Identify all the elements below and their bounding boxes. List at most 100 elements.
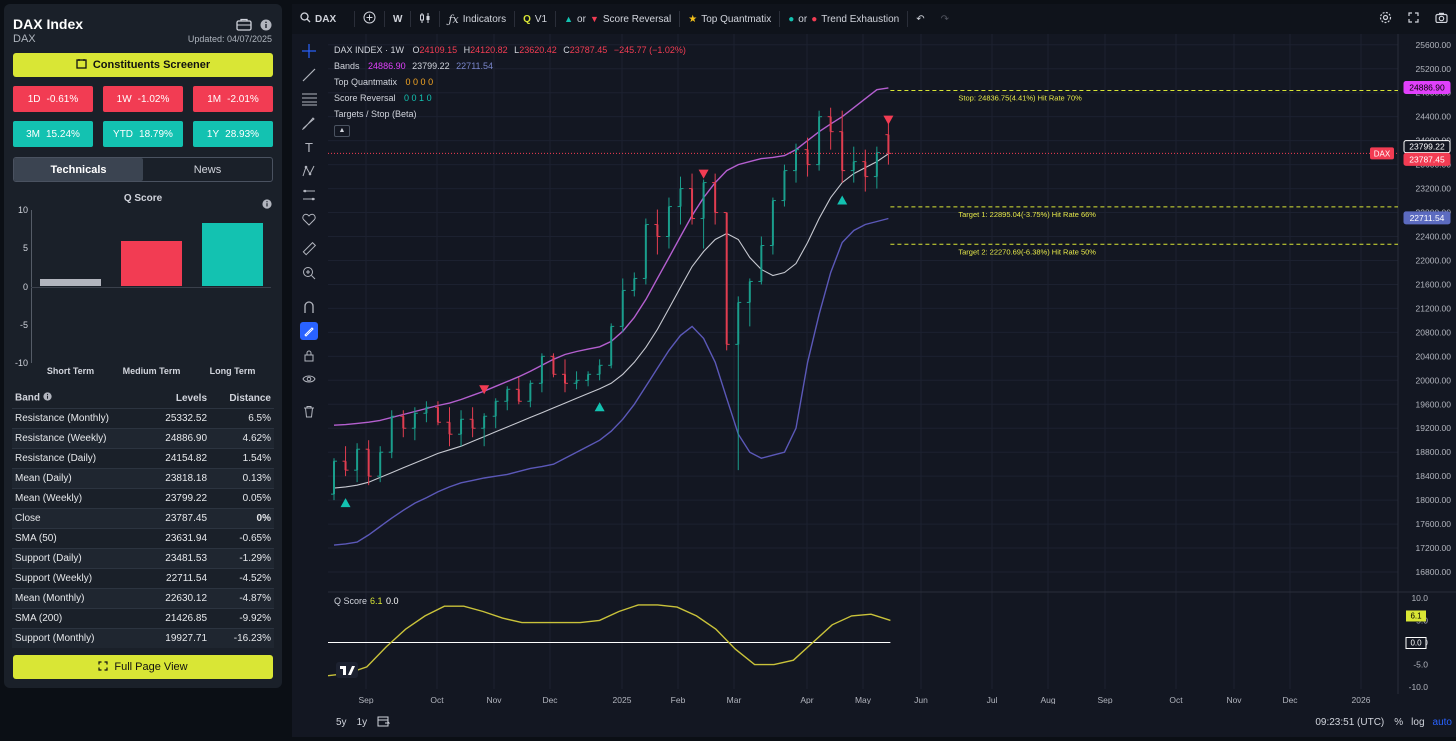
compare-button[interactable] <box>355 11 384 27</box>
crosshair-icon[interactable] <box>300 42 318 60</box>
top-quantmatix-button[interactable]: ★ Top Quantmatix <box>680 14 779 25</box>
band-level: 24154.82 <box>146 447 211 468</box>
fx-icon: ƒx <box>448 12 459 26</box>
tab-technicals[interactable]: Technicals <box>14 158 143 181</box>
lock-drawing-icon[interactable] <box>300 322 318 340</box>
toolbar-divider <box>384 11 385 27</box>
band-level: 22630.12 <box>146 587 211 608</box>
qscore-pane-value: 6.1 <box>370 596 383 606</box>
indicators-button[interactable]: ƒx Indicators <box>440 13 514 26</box>
q-logo-icon: Q <box>523 13 531 25</box>
band-row: Mean (Weekly) 23799.22 0.05% <box>12 487 274 508</box>
percent-toggle[interactable]: % <box>1394 716 1404 728</box>
band-name: Close <box>12 507 147 528</box>
price-axis-label: 20800.00 <box>1416 327 1452 337</box>
collapse-legend-button[interactable]: ▲ <box>334 125 350 137</box>
chart-container: DAX W ƒx Indicators Q V1 ▲ or ▼ Score Reve… <box>292 4 1456 737</box>
qscore-bar-long-term <box>202 223 263 287</box>
band-lower-value: 22711.54 <box>456 61 494 71</box>
chart-legend: DAX INDEX · 1W O24109.15 H24120.82 L2362… <box>334 42 686 137</box>
qscore-pane-label: Q Score <box>334 596 367 606</box>
score-reversal-button[interactable]: ▲ or ▼ Score Reversal <box>556 14 679 25</box>
candle-body <box>506 389 509 402</box>
time-axis-label: May <box>855 695 872 704</box>
bands-label: Bands <box>334 61 360 71</box>
candle-body <box>379 452 382 477</box>
range-5y-button[interactable]: 5y <box>336 716 347 728</box>
pattern-icon[interactable] <box>300 162 318 180</box>
mid-band-line <box>333 153 889 489</box>
undo-button[interactable]: ↶ <box>908 14 932 25</box>
band-row: Resistance (Daily) 24154.82 1.54% <box>12 447 274 468</box>
symbol-search[interactable]: DAX <box>292 12 354 26</box>
candle-body <box>460 419 463 435</box>
candle-body <box>737 302 740 345</box>
score-reversal-legend-values: 0 0 1 0 <box>404 93 432 103</box>
toolbar-divider <box>907 11 909 27</box>
price-chart[interactable]: 25600.0025200.0024800.0024400.0024000.00… <box>328 34 1456 704</box>
time-axis-label: Apr <box>800 695 813 704</box>
qscore-axis-tick: -10 <box>14 358 28 368</box>
qscore-bar-short-term <box>40 278 101 287</box>
eye-icon[interactable] <box>300 370 318 388</box>
full-page-view-button[interactable]: Full Page View <box>13 655 273 679</box>
projection-icon[interactable] <box>300 186 318 204</box>
trendline-icon[interactable] <box>300 66 318 84</box>
log-toggle[interactable]: log <box>1411 716 1425 728</box>
zoom-in-icon[interactable] <box>300 264 318 282</box>
magnet-icon[interactable] <box>300 298 318 316</box>
constituents-screener-button[interactable]: Constituents Screener <box>13 53 273 77</box>
redo-icon: ↷ <box>940 13 950 25</box>
band-row: Resistance (Weekly) 24886.90 4.62% <box>12 427 274 448</box>
trend-exhaustion-button[interactable]: ● or ● Trend Exhaustion <box>780 14 907 25</box>
price-axis-label: 17600.00 <box>1416 519 1452 529</box>
info-icon[interactable] <box>260 18 272 36</box>
lock-icon[interactable] <box>300 346 318 364</box>
tradingview-logo <box>336 662 358 678</box>
price-axis-label: 20000.00 <box>1416 375 1452 385</box>
horizontal-lines-icon[interactable] <box>300 90 318 108</box>
price-tag-label: 23787.45 <box>1409 154 1445 164</box>
gear-icon <box>1379 11 1392 27</box>
range-1y-button[interactable]: 1y <box>356 716 368 728</box>
perf-value: 15.24% <box>45 128 80 140</box>
chart-type-button[interactable] <box>411 12 439 27</box>
fullscreen-button[interactable] <box>1400 12 1427 26</box>
settings-button[interactable] <box>1371 11 1400 27</box>
clock-time[interactable]: 09:23:51 (UTC) <box>1315 716 1385 728</box>
qscore-info-icon[interactable] <box>262 196 272 214</box>
candle-body <box>795 149 797 171</box>
candle-body <box>552 356 555 375</box>
candle-body <box>667 206 670 237</box>
redo-button[interactable]: ↷ <box>933 14 957 25</box>
sell-signal-marker <box>698 169 709 179</box>
brush-icon[interactable] <box>300 114 318 132</box>
text-icon[interactable]: T <box>305 139 313 155</box>
candle-body <box>540 356 543 384</box>
perf-period: 1W <box>116 93 132 105</box>
candle-body <box>621 290 624 327</box>
star-icon: ★ <box>688 13 698 25</box>
perf-period: YTD <box>113 128 134 140</box>
v1-button[interactable]: Q V1 <box>515 14 555 25</box>
tab-news[interactable]: News <box>193 163 222 176</box>
candle-body <box>633 278 636 291</box>
date-range-button[interactable] <box>377 715 391 730</box>
trend-exhaustion-label: Trend Exhaustion <box>821 13 900 25</box>
qscore-axis-tick: 5 <box>22 243 28 254</box>
auto-toggle[interactable]: auto <box>1432 716 1452 728</box>
trash-icon[interactable] <box>300 402 318 420</box>
band-info-icon[interactable] <box>43 392 52 404</box>
band-distance: -0.65% <box>210 527 274 548</box>
screenshot-button[interactable] <box>1427 12 1456 26</box>
band-name: SMA (200) <box>12 607 147 628</box>
band-row: Close 23787.45 0% <box>12 507 274 528</box>
high-label: H <box>463 45 471 55</box>
interval-button[interactable]: W <box>393 13 403 25</box>
band-row: Mean (Daily) 23818.18 0.13% <box>12 467 274 488</box>
heart-icon[interactable] <box>300 210 318 228</box>
candle-body <box>725 212 728 345</box>
briefcase-icon[interactable] <box>236 18 252 36</box>
change-value: −245.77 (−1.02%) <box>613 45 686 55</box>
ruler-icon[interactable] <box>300 240 318 258</box>
